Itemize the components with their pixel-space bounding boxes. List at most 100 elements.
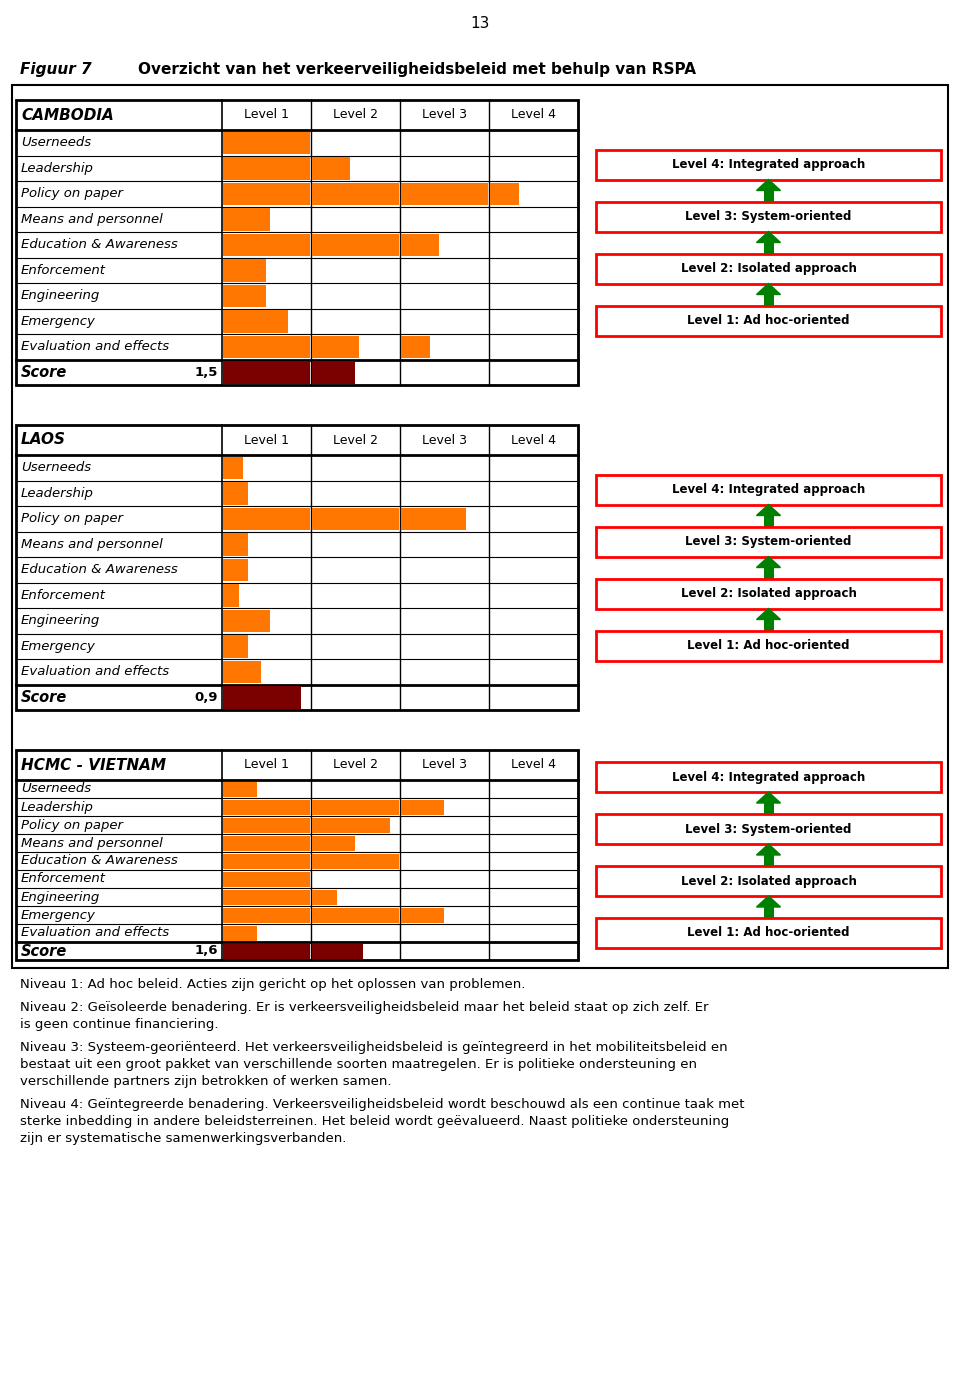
Text: Enforcement: Enforcement (21, 589, 106, 602)
Text: Evaluation and effects: Evaluation and effects (21, 665, 169, 679)
Text: HCMC - VIETNAM: HCMC - VIETNAM (21, 757, 166, 772)
Text: Evaluation and effects: Evaluation and effects (21, 927, 169, 939)
Text: Policy on paper: Policy on paper (21, 818, 123, 832)
Bar (223, 131, 310, 154)
Text: Means and personnel: Means and personnel (21, 836, 163, 850)
Bar (223, 854, 310, 869)
Text: Level 1: Level 1 (244, 109, 289, 121)
Text: Level 3: System-oriented: Level 3: System-oriented (685, 536, 852, 548)
Bar (312, 854, 399, 869)
Polygon shape (756, 556, 780, 567)
Text: 13: 13 (470, 17, 490, 32)
Bar (223, 533, 248, 555)
Text: Level 3: Level 3 (422, 109, 467, 121)
Bar (312, 234, 399, 256)
Text: Level 4: Level 4 (511, 759, 556, 771)
Polygon shape (756, 504, 780, 515)
Polygon shape (756, 179, 780, 190)
Bar (223, 635, 248, 657)
Bar (223, 943, 310, 958)
Bar (16, 750, 578, 960)
Bar (401, 907, 444, 923)
Text: Niveau 1: Ad hoc beleid. Acties zijn gericht op het oplossen van problemen.: Niveau 1: Ad hoc beleid. Acties zijn ger… (20, 978, 525, 991)
Bar (223, 336, 310, 358)
Text: Score: Score (21, 690, 67, 705)
Bar (223, 457, 243, 479)
Bar (223, 661, 261, 683)
Bar (312, 157, 350, 179)
Polygon shape (756, 792, 780, 803)
Bar (401, 508, 466, 530)
Text: Level 1: Ad hoc-oriented: Level 1: Ad hoc-oriented (687, 314, 850, 326)
Bar (223, 361, 310, 384)
Text: Emergency: Emergency (21, 315, 96, 328)
Bar (596, 918, 941, 947)
Bar (312, 800, 399, 815)
Bar (312, 183, 399, 205)
Text: Level 4: Level 4 (511, 434, 556, 446)
Text: Level 1: Ad hoc-oriented: Level 1: Ad hoc-oriented (687, 927, 850, 939)
Bar (596, 253, 941, 284)
Text: Level 2: Level 2 (333, 109, 378, 121)
Bar (223, 208, 270, 230)
Bar (401, 800, 444, 815)
Text: 1,6: 1,6 (195, 945, 218, 957)
Text: Level 3: Level 3 (422, 434, 467, 446)
Bar (312, 508, 399, 530)
Text: Engineering: Engineering (21, 289, 100, 302)
Text: Level 4: Integrated approach: Level 4: Integrated approach (672, 771, 865, 784)
Text: bestaat uit een groot pakket van verschillende soorten maatregelen. Er is politi: bestaat uit een groot pakket van verschi… (20, 1058, 697, 1071)
Bar (223, 610, 270, 632)
Bar (312, 907, 399, 923)
Bar (223, 259, 266, 281)
Text: Score: Score (21, 943, 67, 958)
Bar (401, 183, 488, 205)
Text: Niveau 2: Geïsoleerde benadering. Er is verkeersveiligheidsbeleid maar het belei: Niveau 2: Geïsoleerde benadering. Er is … (20, 1001, 708, 1013)
Text: Emergency: Emergency (21, 909, 96, 921)
Text: Engineering: Engineering (21, 614, 100, 628)
Text: is geen continue financiering.: is geen continue financiering. (20, 1018, 219, 1031)
Bar (312, 361, 354, 384)
Text: LAOS: LAOS (21, 432, 66, 448)
Text: Level 2: Isolated approach: Level 2: Isolated approach (681, 262, 856, 275)
Bar (596, 201, 941, 231)
Text: zijn er systematische samenwerkingsverbanden.: zijn er systematische samenwerkingsverba… (20, 1132, 347, 1146)
Text: Niveau 3: Systeem-georiënteerd. Het verkeersveiligheidsbeleid is geïntegreerd in: Niveau 3: Systeem-georiënteerd. Het verk… (20, 1041, 728, 1053)
Bar (312, 336, 359, 358)
Bar (312, 836, 354, 851)
Text: Leadership: Leadership (21, 800, 94, 814)
Bar (223, 157, 310, 179)
Text: Level 4: Level 4 (511, 109, 556, 121)
Text: Userneeds: Userneeds (21, 782, 91, 796)
Bar (401, 336, 430, 358)
Bar (312, 890, 337, 905)
Bar (12, 85, 948, 968)
Text: Means and personnel: Means and personnel (21, 213, 163, 226)
Bar (763, 295, 774, 306)
Text: 0,9: 0,9 (195, 691, 218, 704)
Text: Niveau 4: Geïntegreerde benadering. Verkeersveiligheidsbeleid wordt beschouwd al: Niveau 4: Geïntegreerde benadering. Verk… (20, 1097, 745, 1111)
Bar (223, 907, 310, 923)
Text: Level 1: Level 1 (244, 759, 289, 771)
Text: Education & Awareness: Education & Awareness (21, 563, 178, 576)
Bar (763, 567, 774, 578)
Text: Level 1: Level 1 (244, 434, 289, 446)
Bar (596, 306, 941, 336)
Bar (223, 482, 248, 504)
Text: Emergency: Emergency (21, 640, 96, 653)
Text: Leadership: Leadership (21, 486, 94, 500)
Bar (223, 508, 310, 530)
Polygon shape (756, 284, 780, 295)
Bar (223, 800, 310, 815)
Text: Level 2: Level 2 (333, 759, 378, 771)
Bar (596, 631, 941, 661)
Text: Means and personnel: Means and personnel (21, 538, 163, 551)
Bar (596, 150, 941, 179)
Text: sterke inbedding in andere beleidsterreinen. Het beleid wordt geëvalueerd. Naast: sterke inbedding in andere beleidsterrei… (20, 1115, 730, 1128)
Bar (763, 803, 774, 814)
Polygon shape (756, 844, 780, 855)
Bar (596, 475, 941, 504)
Text: Level 2: Isolated approach: Level 2: Isolated approach (681, 587, 856, 600)
Bar (596, 526, 941, 556)
Bar (223, 890, 310, 905)
